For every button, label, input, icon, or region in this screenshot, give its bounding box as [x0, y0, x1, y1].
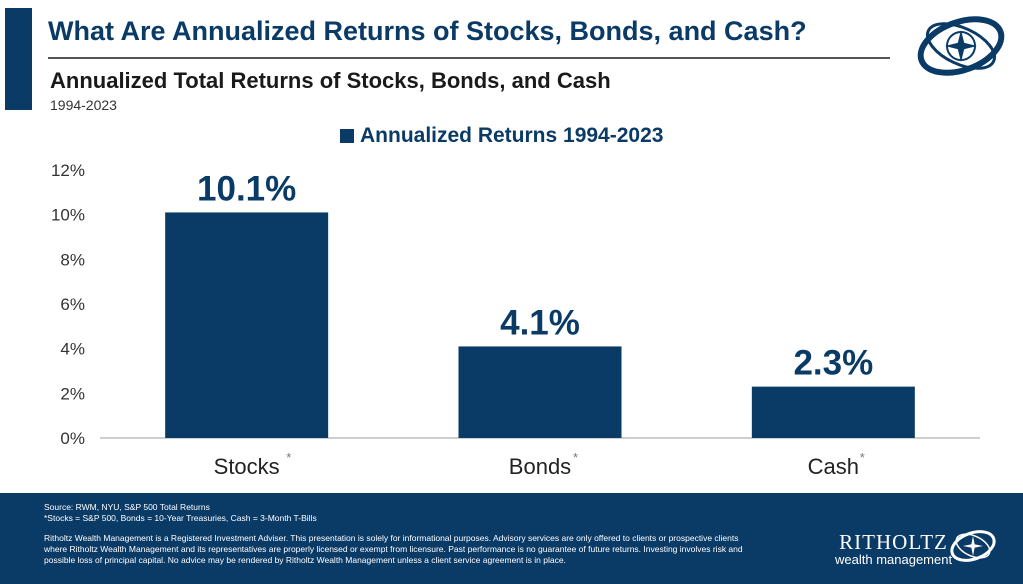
date-range: 1994-2023: [50, 97, 117, 113]
chart-legend: Annualized Returns 1994-2023: [340, 124, 663, 148]
brand-name: RITHOLTZ: [839, 530, 948, 554]
compass-logo-icon: [917, 16, 1005, 76]
brand-wordmark: RITHOLTZ wealth management: [835, 531, 952, 567]
footer: Source: RWM, NYU, S&P 500 Total Returns …: [0, 493, 1023, 584]
source-text: Source: RWM, NYU, S&P 500 Total Returns: [44, 502, 210, 512]
category-footnote-mark: *: [286, 450, 291, 465]
category-label-cash: Cash: [808, 454, 859, 479]
category-footnote-mark: *: [860, 450, 865, 465]
category-label-stocks: Stocks: [214, 454, 280, 479]
bar-chart: 0%2%4%6%8%10%12% 10.1%Stocks *4.1%Bonds *2.…: [51, 161, 980, 479]
y-tick-label: 2%: [60, 384, 85, 403]
bar-bonds: [458, 346, 622, 438]
brand-compass-icon: [950, 530, 996, 562]
legend-swatch: [340, 129, 354, 143]
title-divider: [48, 57, 890, 59]
category-label-bonds: Bonds: [509, 454, 571, 479]
bar-stocks: [165, 212, 329, 438]
y-tick-label: 8%: [60, 250, 85, 269]
chart-subtitle: Annualized Total Returns of Stocks, Bond…: [50, 68, 611, 93]
y-tick-label: 12%: [51, 161, 85, 180]
bar-cash: [751, 386, 915, 438]
disclaimer-text: Ritholtz Wealth Management is a Register…: [44, 533, 743, 565]
category-footnote-mark: *: [573, 450, 578, 465]
data-label-cash: 2.3%: [793, 344, 873, 383]
y-tick-label: 10%: [51, 206, 85, 225]
source-notes: Source: RWM, NYU, S&P 500 Total Returns …: [44, 502, 317, 524]
brand-tagline: wealth management: [835, 552, 953, 567]
y-tick-label: 6%: [60, 295, 85, 314]
accent-bar: [5, 8, 32, 110]
legend-label: Annualized Returns 1994-2023: [360, 124, 664, 147]
definitions-note: *Stocks = S&P 500, Bonds = 10-Year Treas…: [44, 513, 317, 523]
y-tick-label: 4%: [60, 340, 85, 359]
data-label-stocks: 10.1%: [197, 169, 296, 208]
page-title: What Are Annualized Returns of Stocks, B…: [48, 16, 807, 46]
y-tick-label: 0%: [60, 429, 85, 448]
data-label-bonds: 4.1%: [500, 303, 580, 342]
